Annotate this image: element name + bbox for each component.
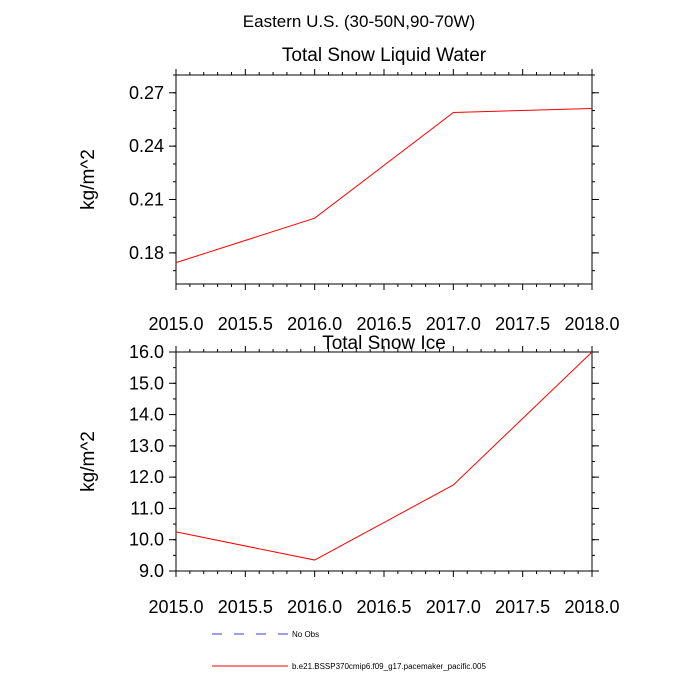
legend-label-no-obs: No Obs bbox=[292, 630, 319, 639]
total-snow-liquid-water-x-tick-label: 2017.5 bbox=[495, 314, 550, 334]
total-snow-liquid-water-y-tick-label: 0.18 bbox=[129, 243, 164, 263]
total-snow-liquid-water-series-line bbox=[175, 107, 593, 264]
panel-total-snow-liquid-water: Total Snow Liquid Water kg/m^2 2015.0 2015.… bbox=[78, 45, 620, 334]
total-snow-liquid-water-x-tick-label: 2017.0 bbox=[426, 314, 481, 334]
total-snow-ice-series-line bbox=[175, 351, 593, 561]
total-snow-ice-y-tick-label: 9.0 bbox=[139, 561, 164, 581]
total-snow-ice-y-tick-label: 14.0 bbox=[129, 405, 164, 425]
total-snow-liquid-water-y-tick-label: 0.27 bbox=[129, 83, 164, 103]
figure-suptitle: Eastern U.S. (30-50N,90-70W) bbox=[243, 12, 475, 31]
total-snow-ice-y-axis-label: kg/m^2 bbox=[78, 431, 99, 492]
total-snow-liquid-water-x-tick-label: 2018.0 bbox=[564, 314, 619, 334]
total-snow-ice-y-tick-label: 15.0 bbox=[129, 373, 164, 393]
total-snow-ice-x-tick-label: 2016.0 bbox=[287, 597, 342, 617]
total-snow-ice-x-tick-label: 2018.0 bbox=[564, 597, 619, 617]
total-snow-liquid-water-y-tick-label: 0.24 bbox=[129, 136, 164, 156]
total-snow-liquid-water-x-tick-label: 2015.5 bbox=[218, 314, 273, 334]
total-snow-ice-y-tick-label: 16.0 bbox=[129, 342, 164, 362]
total-snow-ice-y-tick-label: 12.0 bbox=[129, 467, 164, 487]
total-snow-liquid-water-y-tick-label: 0.21 bbox=[129, 190, 164, 210]
total-snow-ice-x-tick-label: 2015.0 bbox=[148, 597, 203, 617]
total-snow-ice-y-tick-label: 10.0 bbox=[129, 530, 164, 550]
total-snow-ice-x-tick-label: 2015.5 bbox=[218, 597, 273, 617]
total-snow-ice-title: Total Snow Ice bbox=[322, 333, 446, 354]
total-snow-liquid-water-x-tick-label: 2015.0 bbox=[148, 314, 203, 334]
total-snow-liquid-water-title: Total Snow Liquid Water bbox=[282, 45, 487, 66]
total-snow-ice-x-tick-label: 2016.5 bbox=[356, 597, 411, 617]
legend-label-model-run: b.e21.BSSP370cmip6.f09_g17.pacemaker_pac… bbox=[292, 662, 486, 671]
panel-total-snow-ice: Total Snow Ice kg/m^2 2015.0 2015.5 2016.0 20… bbox=[78, 333, 620, 617]
total-snow-ice-x-tick-label: 2017.5 bbox=[495, 597, 550, 617]
total-snow-ice-y-tick-label: 11.0 bbox=[130, 498, 164, 518]
total-snow-liquid-water-y-axis-label: kg/m^2 bbox=[78, 149, 99, 210]
total-snow-liquid-water-x-tick-label: 2016.0 bbox=[287, 314, 342, 334]
total-snow-ice-y-tick-label: 13.0 bbox=[129, 436, 164, 456]
legend: No Obs b.e21.BSSP370cmip6.f09_g17.pacema… bbox=[212, 630, 486, 671]
total-snow-liquid-water-x-tick-label: 2016.5 bbox=[356, 314, 411, 334]
total-snow-ice-x-tick-label: 2017.0 bbox=[426, 597, 481, 617]
